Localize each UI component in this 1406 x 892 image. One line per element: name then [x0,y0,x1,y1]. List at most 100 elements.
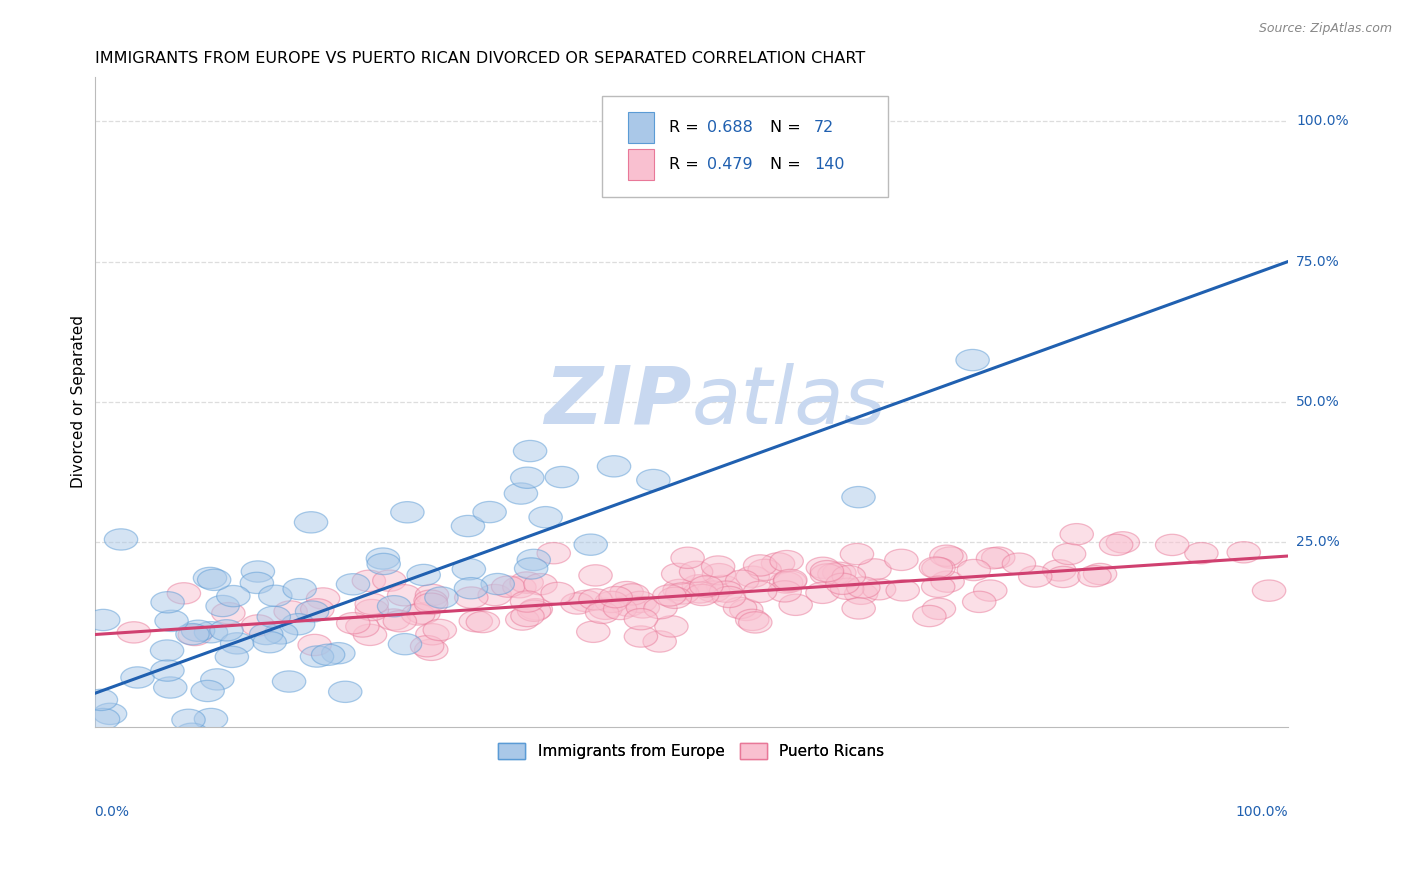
Ellipse shape [388,633,422,655]
Ellipse shape [87,609,120,631]
Ellipse shape [406,565,440,586]
Ellipse shape [723,598,756,618]
Ellipse shape [931,571,965,592]
Text: 50.0%: 50.0% [1296,395,1340,409]
Ellipse shape [406,603,440,624]
Ellipse shape [294,512,328,533]
Ellipse shape [585,602,619,624]
Ellipse shape [598,456,631,477]
Ellipse shape [696,581,730,602]
Ellipse shape [612,595,645,616]
Ellipse shape [217,585,250,607]
Ellipse shape [352,570,385,591]
Y-axis label: Divorced or Separated: Divorced or Separated [72,315,86,488]
Ellipse shape [810,560,844,582]
Ellipse shape [472,501,506,523]
Ellipse shape [194,622,228,643]
Ellipse shape [425,587,458,608]
Ellipse shape [806,558,839,578]
Ellipse shape [689,575,723,597]
Ellipse shape [643,631,676,652]
Ellipse shape [517,549,551,571]
Ellipse shape [209,620,243,641]
Text: 0.0%: 0.0% [94,805,129,819]
Ellipse shape [506,609,538,631]
Text: 25.0%: 25.0% [1296,535,1340,549]
Ellipse shape [283,579,316,599]
Ellipse shape [574,534,607,556]
Ellipse shape [846,577,880,599]
Ellipse shape [818,563,851,584]
Ellipse shape [524,574,557,595]
Ellipse shape [770,550,803,572]
Ellipse shape [537,542,571,564]
Ellipse shape [373,570,406,591]
Ellipse shape [713,586,745,607]
Ellipse shape [281,614,315,635]
Ellipse shape [652,585,686,607]
Ellipse shape [1018,566,1052,587]
Ellipse shape [215,646,249,667]
Ellipse shape [702,556,735,577]
Ellipse shape [492,576,524,598]
Legend: Immigrants from Europe, Puerto Ricans: Immigrants from Europe, Puerto Ricans [492,737,890,765]
Ellipse shape [1078,566,1111,587]
Ellipse shape [658,587,692,608]
Ellipse shape [706,575,740,597]
Ellipse shape [329,681,361,703]
Ellipse shape [515,558,548,579]
Ellipse shape [735,566,769,587]
Ellipse shape [957,559,990,581]
Ellipse shape [1060,524,1094,545]
Ellipse shape [886,580,920,601]
Ellipse shape [702,564,735,585]
Ellipse shape [242,615,274,636]
Ellipse shape [831,578,863,599]
Ellipse shape [637,469,671,491]
Ellipse shape [401,604,434,625]
Ellipse shape [858,558,891,580]
Ellipse shape [167,582,201,604]
Ellipse shape [773,569,807,591]
Ellipse shape [579,565,612,586]
Ellipse shape [155,610,188,632]
Ellipse shape [242,561,274,582]
Ellipse shape [735,609,769,631]
Ellipse shape [610,582,644,603]
Ellipse shape [87,756,120,777]
Ellipse shape [84,690,118,711]
Text: 0.479: 0.479 [707,157,752,172]
Text: R =: R = [668,157,703,172]
Ellipse shape [655,615,688,637]
Ellipse shape [1002,553,1036,574]
Ellipse shape [510,467,544,489]
Ellipse shape [922,558,955,579]
Ellipse shape [623,591,657,613]
Ellipse shape [546,467,578,488]
Ellipse shape [685,584,718,606]
Text: ZIP: ZIP [544,363,692,441]
Ellipse shape [921,576,955,598]
Ellipse shape [595,591,628,613]
Ellipse shape [353,624,387,646]
Ellipse shape [505,483,537,504]
Ellipse shape [179,624,211,646]
Ellipse shape [929,545,963,566]
Ellipse shape [541,582,575,604]
FancyBboxPatch shape [628,149,654,180]
Ellipse shape [510,572,543,593]
Ellipse shape [416,624,449,645]
Ellipse shape [773,571,807,592]
Ellipse shape [922,599,956,619]
Ellipse shape [150,660,184,681]
Ellipse shape [377,609,411,630]
Ellipse shape [603,599,637,620]
FancyBboxPatch shape [602,96,889,197]
Ellipse shape [1099,534,1133,556]
Ellipse shape [845,583,877,605]
Ellipse shape [806,582,839,604]
Ellipse shape [624,626,658,648]
FancyBboxPatch shape [628,112,654,143]
Ellipse shape [356,599,388,621]
Ellipse shape [738,612,772,633]
